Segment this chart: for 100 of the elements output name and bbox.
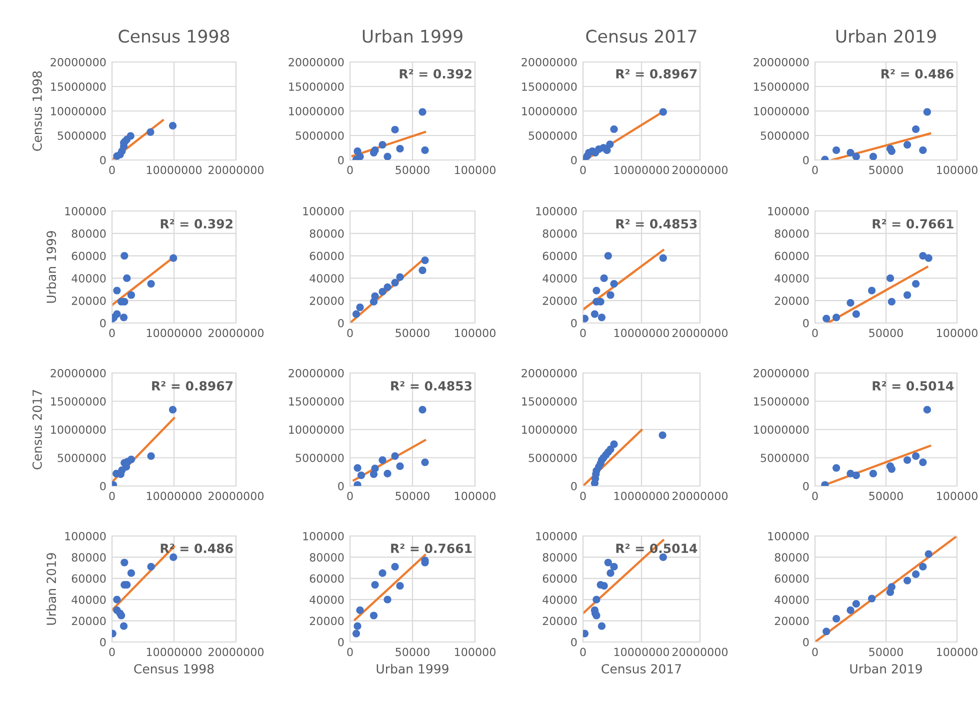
y-tick-label: 100000 xyxy=(536,532,577,540)
y-tick-label: 10000000 xyxy=(754,106,809,116)
x-tick-label: 100000 xyxy=(455,166,496,174)
y-axis-title: Census 2017 xyxy=(32,390,42,470)
x-tick-label: 20000000 xyxy=(208,328,264,338)
y-tick-label: 15000000 xyxy=(522,82,577,91)
y-tick-label: 80000 xyxy=(774,229,809,238)
x-tick-label: 0 xyxy=(812,648,818,656)
y-tick-label: 10000000 xyxy=(522,425,577,434)
x-tick-label: 10000000 xyxy=(614,492,670,500)
x-tick-label: 0 xyxy=(347,648,353,656)
y-tick-label: 20000000 xyxy=(522,368,577,378)
x-tick-label: 100000 xyxy=(937,166,978,174)
y-tick-label: 60000 xyxy=(774,574,809,583)
y-tick-label: 15000000 xyxy=(51,82,106,91)
y-tick-label: 20000 xyxy=(72,296,106,305)
x-tick-label: 50000 xyxy=(869,328,903,338)
y-tick-label: 100000 xyxy=(65,532,106,540)
y-tick-label: 0 xyxy=(803,156,809,164)
y-tick-label: 20000000 xyxy=(50,58,106,66)
x-tick-label: 10000000 xyxy=(614,328,670,338)
y-tick-label: 20000 xyxy=(310,296,344,305)
y-tick-label: 40000 xyxy=(542,274,577,283)
x-tick-label: 0 xyxy=(580,166,586,174)
y-tick-label: 0 xyxy=(100,482,106,490)
x-tick-label: 20000000 xyxy=(672,166,728,174)
chart-title: Census 1998 xyxy=(118,30,230,43)
x-tick-label: 0 xyxy=(347,166,353,174)
x-tick-label: 0 xyxy=(347,328,353,338)
y-tick-label: 80000 xyxy=(542,553,577,562)
y-tick-label: 15000000 xyxy=(754,82,809,91)
y-tick-label: 0 xyxy=(571,318,577,328)
x-tick-label: 50000 xyxy=(396,166,430,174)
x-tick-label: 20000000 xyxy=(672,328,728,338)
y-tick-label: 5000000 xyxy=(296,131,344,140)
x-tick-label: 50000 xyxy=(869,492,903,500)
y-tick-label: 20000000 xyxy=(288,368,344,378)
annotation: R² = 0.392 xyxy=(400,69,472,79)
y-tick-label: 80000 xyxy=(774,553,809,562)
chart-title: Census 2017 xyxy=(586,30,696,43)
annotation: R² = 0.392 xyxy=(160,219,232,229)
y-tick-label: 20000 xyxy=(542,616,577,626)
x-tick-label: 20000000 xyxy=(672,648,728,656)
y-tick-label: 0 xyxy=(338,482,344,490)
y-tick-label: 15000000 xyxy=(289,82,344,91)
x-tick-label: 100000 xyxy=(455,648,496,656)
x-tick-label: 10000000 xyxy=(146,166,202,174)
y-tick-label: 0 xyxy=(100,638,106,646)
x-tick-label: 50000 xyxy=(396,328,430,338)
y-tick-label: 0 xyxy=(571,482,577,490)
x-tick-label: 10000000 xyxy=(614,648,670,656)
y-tick-label: 100000 xyxy=(768,532,809,540)
y-tick-label: 40000 xyxy=(774,274,809,283)
x-tick-label: 50000 xyxy=(869,166,903,174)
x-tick-label: 100000 xyxy=(937,648,978,656)
y-tick-label: 5000000 xyxy=(58,454,106,462)
y-axis-title: Urban 2019 xyxy=(46,553,56,625)
y-tick-label: 0 xyxy=(338,638,344,646)
y-tick-label: 0 xyxy=(100,318,106,328)
y-tick-label: 10000000 xyxy=(51,425,106,434)
y-tick-label: 100000 xyxy=(303,206,344,216)
y-tick-label: 60000 xyxy=(72,252,106,260)
x-tick-label: 100000 xyxy=(937,492,978,500)
y-tick-label: 20000000 xyxy=(288,58,344,66)
x-tick-label: 0 xyxy=(812,328,818,338)
y-tick-label: 10000000 xyxy=(754,425,809,434)
y-axis-title: Census 1998 xyxy=(32,71,42,151)
y-tick-label: 5000000 xyxy=(528,454,577,462)
y-axis-title: Urban 1999 xyxy=(46,231,56,303)
y-tick-label: 20000000 xyxy=(50,368,106,378)
x-tick-label: 0 xyxy=(109,166,115,174)
y-tick-label: 20000 xyxy=(72,616,106,626)
annotation: R² = 0.486 xyxy=(881,69,954,79)
x-tick-label: 50000 xyxy=(396,492,430,500)
y-tick-label: 5000000 xyxy=(58,131,106,140)
y-tick-label: 20000000 xyxy=(754,58,809,66)
y-tick-label: 5000000 xyxy=(296,454,344,462)
x-tick-label: 0 xyxy=(580,492,586,500)
y-tick-label: 0 xyxy=(100,156,106,164)
x-tick-label: 100000 xyxy=(937,328,978,338)
y-tick-label: 10000000 xyxy=(289,106,344,116)
y-tick-label: 40000 xyxy=(310,596,344,604)
y-tick-label: 5000000 xyxy=(760,454,809,462)
y-tick-label: 20000 xyxy=(542,296,577,305)
y-tick-label: 40000 xyxy=(774,596,809,604)
y-tick-label: 10000000 xyxy=(51,106,106,116)
y-tick-label: 60000 xyxy=(310,574,344,583)
x-tick-label: 100000 xyxy=(455,492,496,500)
x-tick-label: 10000000 xyxy=(146,492,202,500)
x-tick-label: 0 xyxy=(347,492,353,500)
y-tick-label: 60000 xyxy=(542,252,577,260)
y-tick-label: 80000 xyxy=(72,229,106,238)
x-axis-title: Census 1998 xyxy=(134,664,214,674)
y-tick-label: 15000000 xyxy=(51,397,106,406)
y-tick-label: 60000 xyxy=(72,574,106,583)
y-tick-label: 100000 xyxy=(536,206,577,216)
y-tick-label: 5000000 xyxy=(760,131,809,140)
x-tick-label: 0 xyxy=(580,648,586,656)
y-tick-label: 20000000 xyxy=(522,58,577,66)
y-tick-label: 20000 xyxy=(774,616,809,626)
